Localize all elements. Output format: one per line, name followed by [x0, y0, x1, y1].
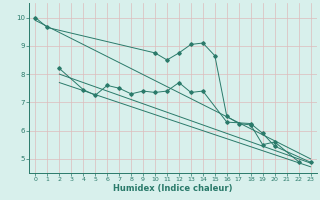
X-axis label: Humidex (Indice chaleur): Humidex (Indice chaleur) [113, 184, 233, 193]
